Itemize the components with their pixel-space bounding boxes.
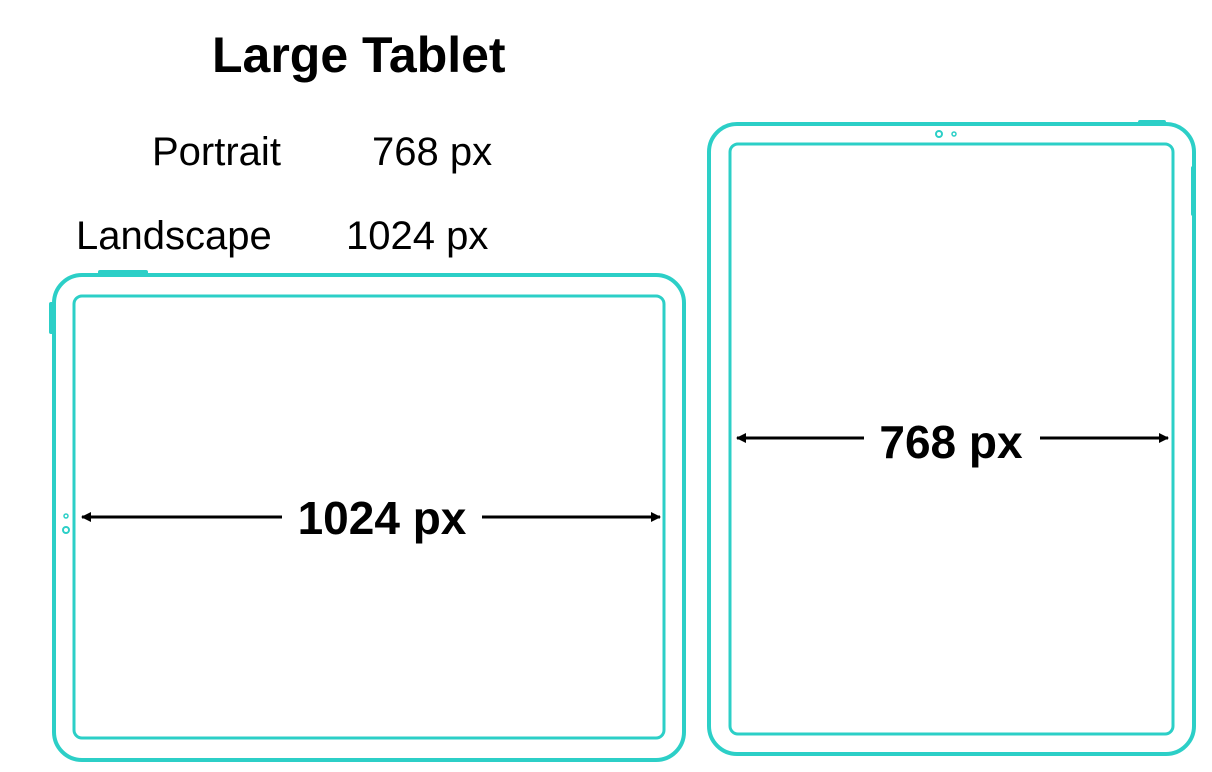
landscape-tablet: 1024 px bbox=[49, 270, 686, 762]
landscape-width-label: 1024 px bbox=[298, 492, 467, 544]
landscape-tablet-screen bbox=[72, 294, 666, 740]
portrait-spec-label: Portrait bbox=[152, 130, 281, 174]
portrait-tablet-screen bbox=[728, 142, 1175, 736]
portrait-spec-value: 768 px bbox=[372, 130, 493, 174]
landscape-spec-value: 1024 px bbox=[346, 214, 489, 258]
portrait-tablet: 768 px bbox=[707, 120, 1196, 756]
landscape-sensor-icon bbox=[63, 513, 69, 519]
page-title: Large Tablet bbox=[212, 27, 506, 83]
landscape-camera-icon bbox=[62, 526, 70, 534]
portrait-tablet-body bbox=[707, 122, 1196, 756]
portrait-sensor-icon bbox=[951, 131, 957, 137]
portrait-width-label: 768 px bbox=[879, 416, 1023, 468]
portrait-camera-icon bbox=[935, 130, 943, 138]
landscape-spec-label: Landscape bbox=[76, 214, 272, 258]
landscape-tablet-body bbox=[52, 273, 686, 762]
